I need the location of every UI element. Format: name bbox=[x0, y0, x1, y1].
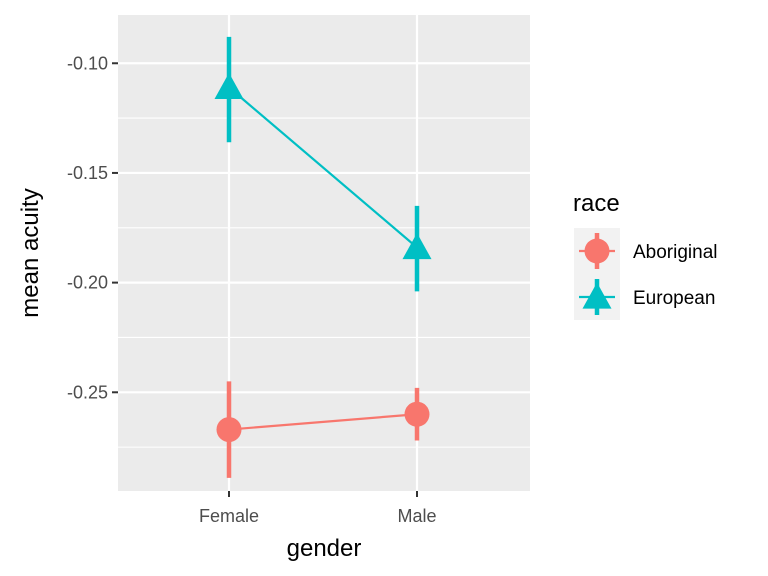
x-tick-label: Female bbox=[199, 506, 259, 526]
legend: race Aboriginal European bbox=[573, 190, 718, 320]
x-tick-label: Male bbox=[397, 506, 436, 526]
legend-title: race bbox=[573, 190, 620, 217]
y-axis-title: mean acuity bbox=[17, 188, 44, 317]
series-line-european bbox=[228, 86, 418, 249]
legend-label-aboriginal: Aboriginal bbox=[633, 242, 718, 263]
y-tick-label: -0.20 bbox=[67, 273, 108, 293]
legend-marker-aboriginal bbox=[584, 238, 610, 264]
data-point-european bbox=[402, 233, 432, 260]
grid-minor bbox=[118, 117, 530, 448]
y-tick-label: -0.15 bbox=[67, 163, 108, 183]
legend-label-european: European bbox=[633, 288, 715, 309]
series-line-aboriginal bbox=[228, 413, 418, 431]
data-point-aboriginal bbox=[404, 401, 430, 427]
y-tick-label: -0.10 bbox=[67, 53, 108, 73]
data-point-aboriginal bbox=[216, 417, 242, 443]
x-axis-title: gender bbox=[287, 535, 362, 562]
data-point-european bbox=[214, 72, 244, 99]
x-axis: Female Male bbox=[199, 491, 437, 526]
series-layer bbox=[214, 36, 432, 478]
legend-marker-european bbox=[582, 282, 612, 309]
y-tick-label: -0.25 bbox=[67, 382, 108, 402]
y-axis: -0.25 -0.20 -0.15 -0.10 bbox=[67, 53, 118, 402]
plot-panel bbox=[118, 15, 530, 491]
